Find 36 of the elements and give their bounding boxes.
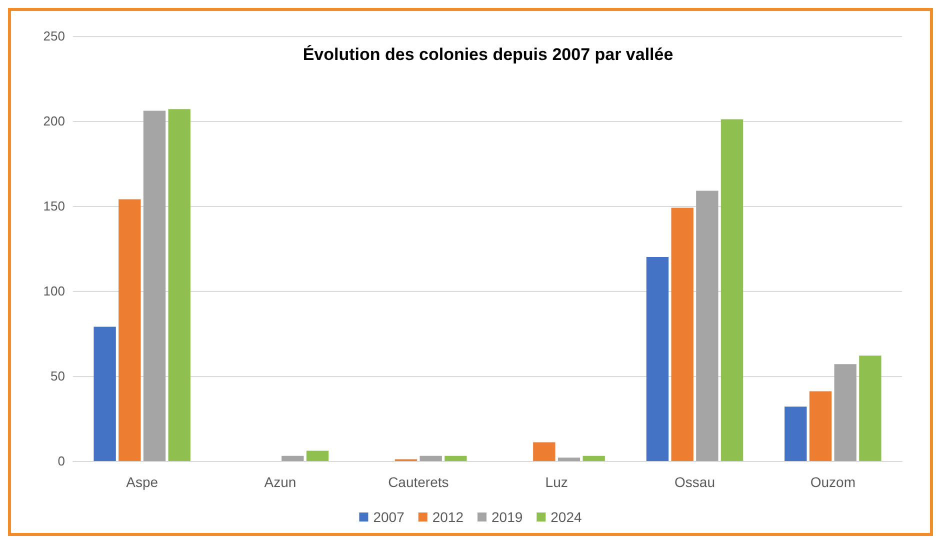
bar bbox=[282, 456, 304, 461]
bar bbox=[671, 208, 694, 461]
bar bbox=[533, 442, 556, 461]
x-tick-label: Aspe bbox=[126, 474, 158, 490]
y-tick-label: 150 bbox=[43, 198, 65, 214]
legend-label: 2019 bbox=[492, 509, 523, 525]
bar bbox=[646, 257, 669, 461]
bar bbox=[444, 456, 467, 461]
y-tick-label: 250 bbox=[43, 28, 65, 44]
legend-label: 2024 bbox=[550, 509, 582, 525]
bar bbox=[118, 199, 141, 461]
x-tick-label: Cauterets bbox=[388, 474, 449, 490]
bar bbox=[168, 109, 190, 461]
legend-label: 2012 bbox=[432, 509, 464, 525]
bar bbox=[809, 391, 832, 461]
x-tick-label: Ossau bbox=[674, 474, 715, 490]
bar bbox=[143, 110, 166, 461]
legend-label: 2007 bbox=[373, 509, 405, 525]
bar bbox=[420, 456, 442, 461]
y-tick-label: 50 bbox=[50, 368, 65, 384]
bar bbox=[859, 356, 882, 461]
bar bbox=[94, 326, 116, 461]
bar bbox=[720, 119, 744, 461]
text: Évolution des colonies depuis 2007 par vallée bbox=[302, 44, 674, 64]
x-tick-label: Azun bbox=[264, 474, 296, 490]
bar bbox=[834, 364, 856, 461]
bar bbox=[306, 450, 329, 461]
bar bbox=[696, 190, 718, 461]
bar bbox=[784, 406, 807, 461]
y-tick-label: 200 bbox=[43, 114, 65, 128]
y-tick-label: 0 bbox=[58, 454, 65, 468]
bar bbox=[582, 456, 605, 461]
x-tick-label: Ouzom bbox=[810, 474, 856, 490]
bar bbox=[558, 458, 580, 461]
y-tick-label: 100 bbox=[43, 284, 65, 298]
x-tick-label: Luz bbox=[545, 474, 568, 490]
